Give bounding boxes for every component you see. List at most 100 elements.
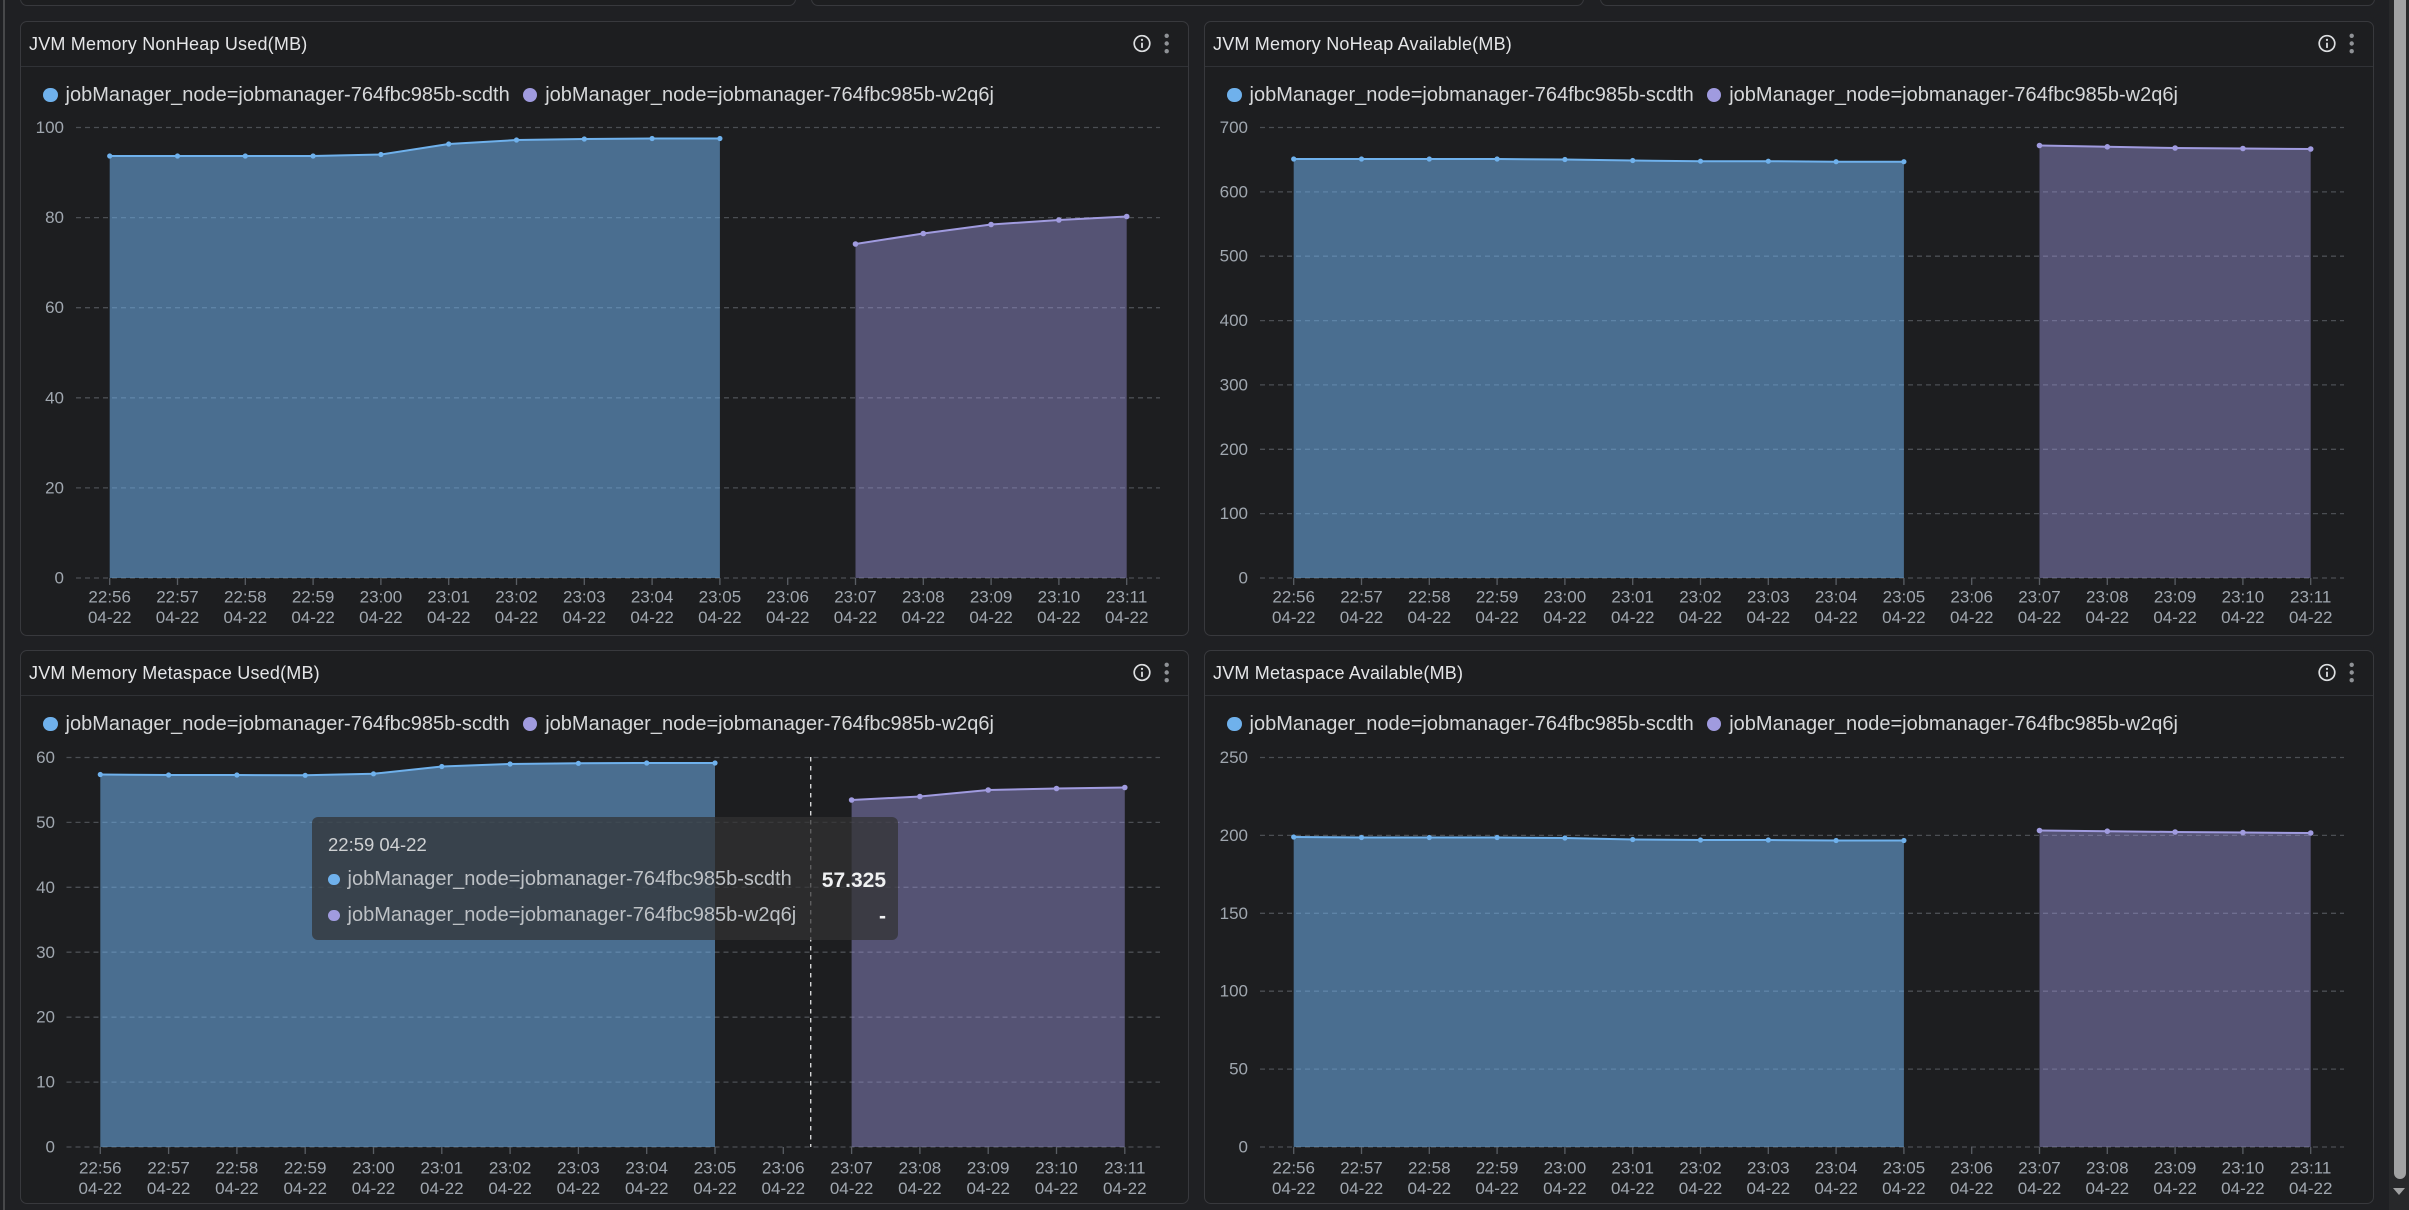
svg-text:04-22: 04-22 <box>79 1179 122 1198</box>
svg-text:04-22: 04-22 <box>283 1179 326 1198</box>
svg-text:22:56: 22:56 <box>1272 588 1315 607</box>
svg-text:04-22: 04-22 <box>1747 1179 1790 1198</box>
svg-text:0: 0 <box>55 569 64 588</box>
svg-text:22:59: 22:59 <box>1476 1159 1519 1178</box>
svg-text:23:00: 23:00 <box>1544 588 1587 607</box>
svg-text:04-22: 04-22 <box>156 608 199 627</box>
svg-text:04-22: 04-22 <box>898 1179 941 1198</box>
svg-text:23:01: 23:01 <box>1611 1159 1654 1178</box>
svg-text:22:58: 22:58 <box>216 1159 259 1178</box>
svg-text:22:57: 22:57 <box>1340 588 1383 607</box>
svg-text:23:09: 23:09 <box>967 1159 1010 1178</box>
svg-text:150: 150 <box>1220 904 1248 923</box>
svg-text:04-22: 04-22 <box>1340 1179 1383 1198</box>
svg-text:04-22: 04-22 <box>352 1179 395 1198</box>
svg-text:23:03: 23:03 <box>1747 588 1790 607</box>
svg-text:50: 50 <box>36 813 55 832</box>
svg-text:23:10: 23:10 <box>1038 588 1081 607</box>
svg-text:23:01: 23:01 <box>427 588 470 607</box>
svg-text:23:10: 23:10 <box>1035 1159 1078 1178</box>
svg-text:20: 20 <box>45 478 64 497</box>
svg-text:23:07: 23:07 <box>830 1159 873 1178</box>
svg-text:23:00: 23:00 <box>1544 1159 1587 1178</box>
svg-text:23:09: 23:09 <box>2154 1159 2197 1178</box>
svg-text:04-22: 04-22 <box>2221 608 2264 627</box>
svg-text:04-22: 04-22 <box>427 608 470 627</box>
svg-text:04-22: 04-22 <box>215 1179 258 1198</box>
svg-text:500: 500 <box>1220 247 1248 266</box>
svg-text:200: 200 <box>1220 440 1248 459</box>
svg-text:04-22: 04-22 <box>762 1179 805 1198</box>
svg-text:23:07: 23:07 <box>2018 588 2061 607</box>
svg-text:23:09: 23:09 <box>970 588 1013 607</box>
svg-text:04-22: 04-22 <box>1543 1179 1586 1198</box>
svg-text:22:57: 22:57 <box>147 1159 190 1178</box>
svg-text:23:04: 23:04 <box>1815 588 1858 607</box>
svg-text:23:03: 23:03 <box>563 588 606 607</box>
svg-text:04-22: 04-22 <box>224 608 267 627</box>
svg-text:04-22: 04-22 <box>557 1179 600 1198</box>
svg-text:23:04: 23:04 <box>631 588 674 607</box>
svg-text:04-22: 04-22 <box>625 1179 668 1198</box>
svg-text:23:08: 23:08 <box>2086 1159 2129 1178</box>
svg-text:04-22: 04-22 <box>693 1179 736 1198</box>
svg-text:23:10: 23:10 <box>2222 588 2265 607</box>
svg-text:22:58: 22:58 <box>1408 588 1451 607</box>
svg-text:04-22: 04-22 <box>1950 608 1993 627</box>
svg-text:04-22: 04-22 <box>147 1179 190 1198</box>
svg-text:100: 100 <box>1220 982 1248 1001</box>
svg-text:04-22: 04-22 <box>88 608 131 627</box>
svg-text:0: 0 <box>1239 569 1248 588</box>
svg-text:23:03: 23:03 <box>557 1159 600 1178</box>
svg-text:04-22: 04-22 <box>2289 608 2332 627</box>
svg-text:23:00: 23:00 <box>360 588 403 607</box>
svg-text:04-22: 04-22 <box>2153 1179 2196 1198</box>
svg-text:23:06: 23:06 <box>1950 1159 1993 1178</box>
svg-text:22:59: 22:59 <box>284 1159 327 1178</box>
svg-text:04-22: 04-22 <box>969 608 1012 627</box>
svg-text:23:04: 23:04 <box>625 1159 668 1178</box>
svg-text:04-22: 04-22 <box>1475 1179 1518 1198</box>
svg-text:04-22: 04-22 <box>420 1179 463 1198</box>
svg-text:100: 100 <box>1220 504 1248 523</box>
svg-text:04-22: 04-22 <box>1679 608 1722 627</box>
svg-text:04-22: 04-22 <box>2153 608 2196 627</box>
svg-text:22:59: 22:59 <box>292 588 335 607</box>
svg-text:23:01: 23:01 <box>1611 588 1654 607</box>
svg-text:04-22: 04-22 <box>630 608 673 627</box>
svg-text:04-22: 04-22 <box>1475 608 1518 627</box>
svg-text:700: 700 <box>1220 118 1248 137</box>
svg-text:04-22: 04-22 <box>1035 1179 1078 1198</box>
svg-text:250: 250 <box>1220 748 1248 767</box>
svg-text:23:07: 23:07 <box>834 588 877 607</box>
svg-text:04-22: 04-22 <box>563 608 606 627</box>
svg-text:04-22: 04-22 <box>1408 1179 1451 1198</box>
svg-text:04-22: 04-22 <box>1882 608 1925 627</box>
svg-text:23:02: 23:02 <box>495 588 538 607</box>
svg-text:04-22: 04-22 <box>966 1179 1009 1198</box>
svg-text:60: 60 <box>36 748 55 767</box>
svg-text:30: 30 <box>36 943 55 962</box>
svg-text:04-22: 04-22 <box>1747 608 1790 627</box>
svg-text:20: 20 <box>36 1008 55 1027</box>
svg-text:04-22: 04-22 <box>2221 1179 2264 1198</box>
svg-text:04-22: 04-22 <box>1611 1179 1654 1198</box>
svg-text:22:58: 22:58 <box>224 588 267 607</box>
svg-text:23:09: 23:09 <box>2154 588 2197 607</box>
svg-text:04-22: 04-22 <box>291 608 334 627</box>
svg-text:04-22: 04-22 <box>488 1179 531 1198</box>
svg-text:04-22: 04-22 <box>2289 1179 2332 1198</box>
svg-text:400: 400 <box>1220 311 1248 330</box>
svg-text:23:10: 23:10 <box>2222 1159 2265 1178</box>
svg-text:22:57: 22:57 <box>1340 1159 1383 1178</box>
svg-text:60: 60 <box>45 298 64 317</box>
svg-text:04-22: 04-22 <box>1679 1179 1722 1198</box>
svg-text:22:56: 22:56 <box>79 1159 122 1178</box>
svg-text:50: 50 <box>1229 1060 1248 1079</box>
svg-text:04-22: 04-22 <box>1105 608 1148 627</box>
svg-text:23:11: 23:11 <box>2290 588 2331 607</box>
svg-text:23:02: 23:02 <box>1679 1159 1722 1178</box>
svg-text:04-22: 04-22 <box>1408 608 1451 627</box>
svg-text:10: 10 <box>36 1073 55 1092</box>
svg-text:600: 600 <box>1220 182 1248 201</box>
